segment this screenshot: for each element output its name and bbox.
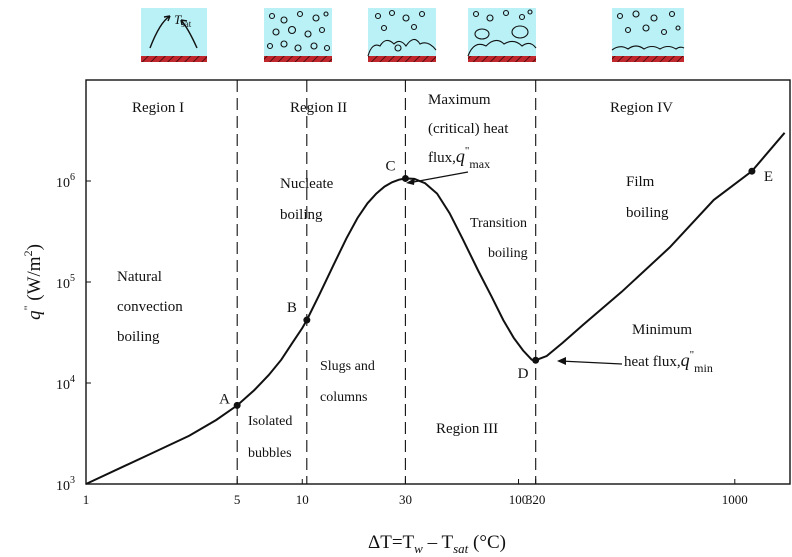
curve-points: A B C D E	[219, 158, 773, 409]
tsat-icon-label: Tsat	[174, 12, 192, 29]
y-tick-label-2: 104	[56, 374, 75, 393]
icon-film-boiling	[611, 8, 685, 62]
minimum-label: Minimum	[632, 322, 692, 338]
region-3-label: Region III	[436, 421, 498, 437]
point-e	[748, 167, 756, 175]
x-tick-label-6: 320	[526, 492, 546, 507]
icon-slugs-columns	[367, 8, 437, 62]
icon-natural-convection: Tsat	[141, 8, 207, 62]
region-4-label: Region IV	[610, 100, 673, 116]
y-tick-label-4: 106	[56, 172, 75, 191]
region-2-label: Region II	[290, 100, 347, 116]
isolated-bubbles-label-2: bubbles	[248, 446, 292, 461]
icon-isolated-bubbles	[264, 8, 332, 62]
arrow-to-c	[406, 171, 469, 185]
x-tick-label-7: 1000	[722, 492, 748, 507]
y-axis-title: q" (W/m2)	[21, 244, 45, 320]
natural-convection-label-3: boiling	[117, 329, 160, 345]
film-label-1: Film	[626, 174, 655, 190]
point-d	[532, 356, 540, 364]
x-tick-label-3: 10	[296, 492, 309, 507]
region-boundaries	[236, 80, 537, 484]
nucleate-label-1: Nucleate	[280, 176, 334, 192]
icon-transition	[467, 8, 537, 62]
y-tick-label-3: 105	[56, 273, 75, 292]
slugs-columns-label-2: columns	[320, 390, 367, 405]
natural-convection-label-1: Natural	[117, 269, 162, 285]
maximum-label-2: (critical) heat	[428, 121, 509, 137]
transition-label-2: boiling	[488, 246, 528, 261]
point-label-a: A	[219, 391, 230, 407]
x-tick-label-1: 1	[83, 492, 90, 507]
point-c	[401, 174, 409, 182]
y-tick-label-1: 103	[56, 475, 75, 494]
transition-label-1: Transition	[470, 216, 527, 231]
region-1-label: Region I	[132, 100, 184, 116]
x-tick-label-2: 5	[234, 492, 241, 507]
point-label-b: B	[287, 300, 297, 316]
natural-convection-label-2: convection	[117, 299, 183, 315]
nucleate-label-2: boiling	[280, 207, 323, 223]
point-label-e: E	[764, 169, 773, 185]
x-tick-label-4: 30	[399, 492, 412, 507]
regime-icons: Tsat	[141, 8, 685, 62]
slugs-columns-label-1: Slugs and	[320, 359, 375, 374]
isolated-bubbles-label-1: Isolated	[248, 414, 292, 429]
film-label-2: boiling	[626, 205, 669, 221]
x-axis-title: ΔT=Tw – Tsat (°C)	[368, 532, 506, 556]
x-tick-label-5: 100	[509, 492, 529, 507]
arrow-to-d	[557, 357, 623, 365]
maximum-label-1: Maximum	[428, 92, 491, 108]
point-b	[303, 316, 311, 324]
max-flux-label: flux,q"max	[428, 145, 490, 171]
point-label-d: D	[518, 366, 529, 382]
point-a	[233, 401, 241, 409]
min-flux-label: heat flux,q"min	[624, 349, 713, 375]
point-label-c: C	[385, 158, 395, 174]
